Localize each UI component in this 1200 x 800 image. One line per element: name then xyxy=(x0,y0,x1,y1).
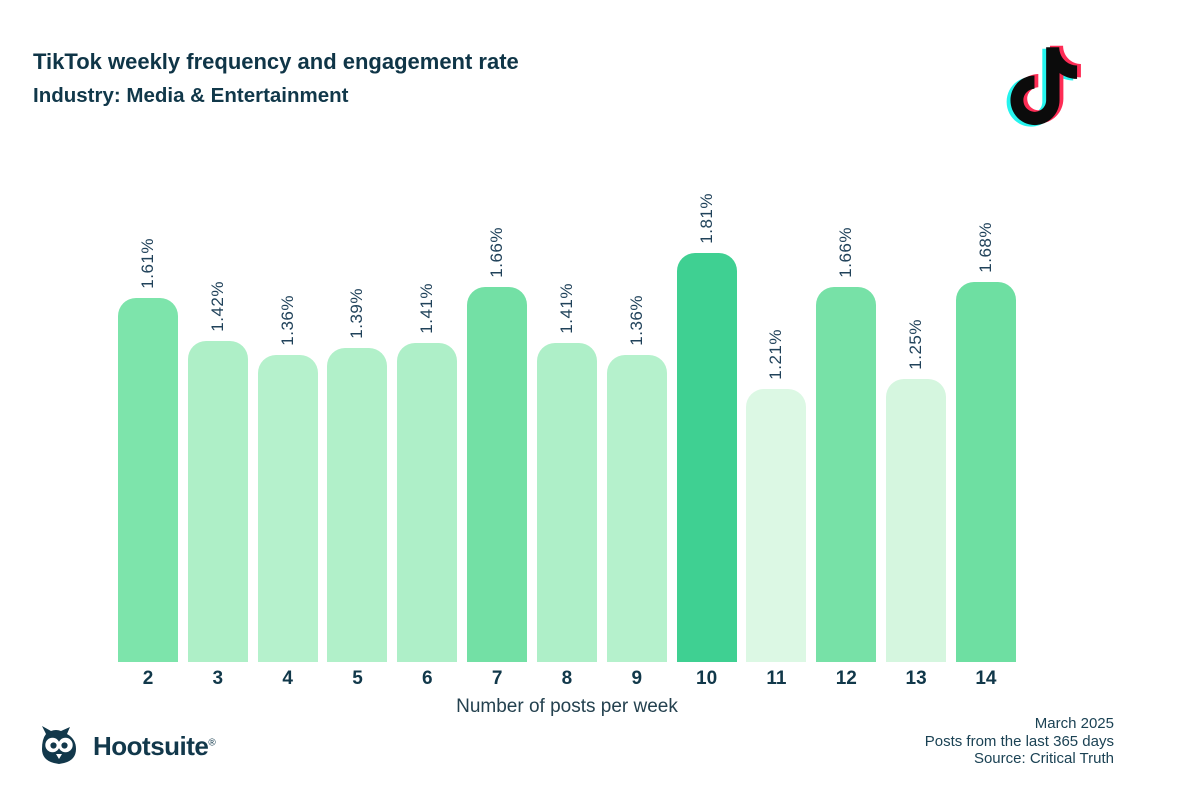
bar-column: 1.66% 7 xyxy=(467,176,528,696)
bar-column: 1.36% 9 xyxy=(606,176,667,696)
bar-value-label: 1.66% xyxy=(836,227,856,278)
x-axis-label: Number of posts per week xyxy=(456,696,678,717)
bar-value-label: 1.42% xyxy=(207,281,227,332)
bar xyxy=(397,343,458,662)
meta-date: March 2025 xyxy=(1034,715,1114,732)
bar-value-label: 1.41% xyxy=(556,283,576,334)
bar-tick-label: 10 xyxy=(696,668,718,689)
chart-meta: March 2025 Posts from the last 365 days … xyxy=(925,715,1114,768)
registered-mark: ® xyxy=(208,736,216,748)
bar-column: 1.66% 12 xyxy=(816,176,877,696)
bar-value-label: 1.68% xyxy=(975,222,995,273)
bar-value-label: 1.25% xyxy=(906,319,926,370)
bar-column: 1.39% 5 xyxy=(327,176,388,696)
bar-tick-label: 12 xyxy=(835,668,857,689)
bar-tick-label: 7 xyxy=(491,668,503,689)
bar-value-label: 1.21% xyxy=(766,329,786,380)
bar-column: 1.36% 4 xyxy=(257,176,318,696)
bar xyxy=(327,348,388,662)
bar-column: 1.41% 6 xyxy=(397,176,458,696)
bar-value-label: 1.66% xyxy=(487,227,507,278)
bar-tick-label: 2 xyxy=(142,668,154,689)
bar-column: 1.81% 10 xyxy=(676,176,737,696)
bar-tick-label: 11 xyxy=(766,668,787,689)
bar-value-label: 1.61% xyxy=(138,238,157,289)
bar xyxy=(606,355,667,662)
bar-column: 1.41% 8 xyxy=(536,176,597,696)
tiktok-icon xyxy=(1006,45,1081,127)
bar xyxy=(746,389,807,662)
bar-tick-label: 9 xyxy=(631,668,643,689)
bar xyxy=(886,379,947,662)
bar-tick-label: 5 xyxy=(352,668,363,689)
bar-tick-label: 8 xyxy=(561,668,573,689)
bar xyxy=(467,287,528,662)
bar-value-label: 1.39% xyxy=(347,288,367,339)
bar-value-label: 1.36% xyxy=(277,295,297,346)
bar-tick-label: 6 xyxy=(422,668,433,689)
bar xyxy=(187,341,248,662)
bar-tick-label: 14 xyxy=(975,668,997,689)
bar-value-label: 1.36% xyxy=(626,295,646,346)
bar-value-label: 1.41% xyxy=(417,283,437,334)
bar-tick-label: 3 xyxy=(212,668,224,689)
meta-source: Source: Critical Truth xyxy=(973,750,1114,767)
bar-tick-label: 13 xyxy=(905,668,927,689)
bar xyxy=(955,282,1016,662)
bar-column: 1.21% 11 xyxy=(746,176,807,696)
header: TikTok weekly frequency and engagement r… xyxy=(33,44,519,112)
bar-column: 1.42% 3 xyxy=(187,176,248,696)
bar xyxy=(536,343,597,662)
bar xyxy=(676,253,737,662)
hootsuite-logo: Hootsuite® xyxy=(38,726,216,766)
bar-tick-label: 4 xyxy=(282,668,293,689)
hootsuite-owl-icon xyxy=(42,726,76,764)
bar-column: 1.61% 2 xyxy=(118,176,178,696)
bar-column: 1.25% 13 xyxy=(886,176,947,696)
bar xyxy=(816,287,877,662)
page-title: TikTok weekly frequency and engagement r… xyxy=(33,49,519,74)
bar-chart: 1.61% 2 1.42% 3 1.36% 4 1.39% 5 1.41% 6 … xyxy=(118,176,1016,696)
bar xyxy=(118,298,178,662)
bar-column: 1.68% 14 xyxy=(955,176,1016,696)
page-subtitle: Industry: Media & Entertainment xyxy=(33,84,349,107)
bar xyxy=(257,355,318,662)
meta-range: Posts from the last 365 days xyxy=(924,732,1114,750)
bar-value-label: 1.81% xyxy=(696,193,716,244)
hootsuite-wordmark: Hootsuite® xyxy=(93,730,216,761)
